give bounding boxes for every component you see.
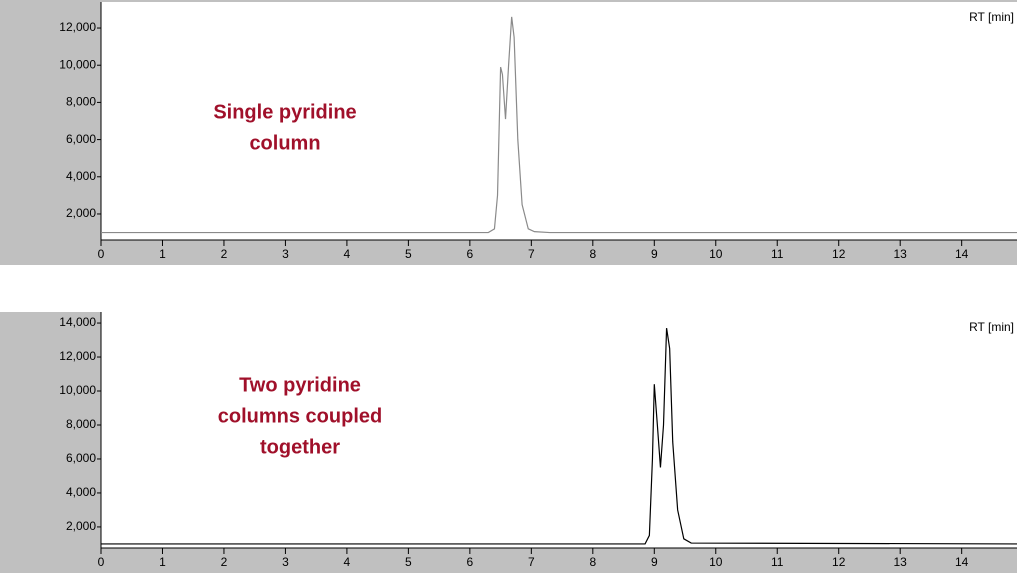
plot-area (101, 312, 1017, 548)
x-tick-label: 3 (282, 247, 289, 261)
x-tick-label: 13 (894, 247, 908, 261)
annotation: Single pyridine (213, 101, 356, 123)
plot-area (101, 2, 1017, 240)
chromatogram-line (101, 16, 1017, 234)
annotation: column (249, 132, 320, 154)
annotation: columns coupled (218, 405, 382, 427)
x-tick-label: 6 (467, 247, 474, 261)
y-tick-label: 12,000 (59, 20, 96, 34)
x-tick-label: 11 (771, 247, 784, 261)
x-tick-label: 6 (467, 555, 474, 569)
x-tick-label: 8 (589, 247, 596, 261)
x-tick-label: 14 (955, 555, 969, 569)
x-tick-label: 14 (955, 247, 969, 261)
x-tick-label: 7 (528, 555, 535, 569)
annotation: together (260, 436, 340, 458)
x-tick-label: 5 (405, 247, 412, 261)
x-tick-label: 8 (589, 555, 596, 569)
y-tick-label: 14,000 (59, 315, 96, 329)
x-tick-label: 2 (221, 247, 228, 261)
y-tick-label: 4,000 (66, 485, 96, 499)
x-tick-label: 1 (159, 247, 166, 261)
x-tick-label: 7 (528, 247, 535, 261)
x-tick-label: 4 (344, 555, 351, 569)
x-tick-label: 0 (98, 247, 105, 261)
x-tick-label: 9 (651, 247, 658, 261)
y-tick-label: 6,000 (66, 451, 96, 465)
y-tick-label: 2,000 (66, 206, 96, 220)
y-tick-label: 6,000 (66, 132, 96, 146)
y-tick-label: 8,000 (66, 417, 96, 431)
y-tick-label: 2,000 (66, 519, 96, 533)
x-tick-label: 5 (405, 555, 412, 569)
y-tick-label: 8,000 (66, 95, 96, 109)
x-axis-label: RT [min] (969, 10, 1014, 24)
x-tick-label: 10 (709, 247, 723, 261)
x-tick-label: 11 (771, 555, 784, 569)
x-tick-label: 1 (159, 555, 166, 569)
y-tick-label: 12,000 (59, 349, 96, 363)
x-tick-label: 0 (98, 555, 105, 569)
x-axis-label: RT [min] (969, 320, 1014, 334)
chromatogram-line (101, 328, 1017, 545)
x-tick-label: 4 (344, 247, 351, 261)
x-tick-label: 10 (709, 555, 723, 569)
y-tick-label: 10,000 (59, 57, 96, 71)
x-tick-label: 12 (832, 247, 846, 261)
x-tick-label: 12 (832, 555, 846, 569)
x-tick-label: 13 (894, 555, 908, 569)
x-tick-label: 9 (651, 555, 658, 569)
y-tick-label: 10,000 (59, 383, 96, 397)
x-tick-label: 2 (221, 555, 228, 569)
x-tick-label: 3 (282, 555, 289, 569)
annotation: Two pyridine (239, 374, 361, 396)
y-tick-label: 4,000 (66, 169, 96, 183)
